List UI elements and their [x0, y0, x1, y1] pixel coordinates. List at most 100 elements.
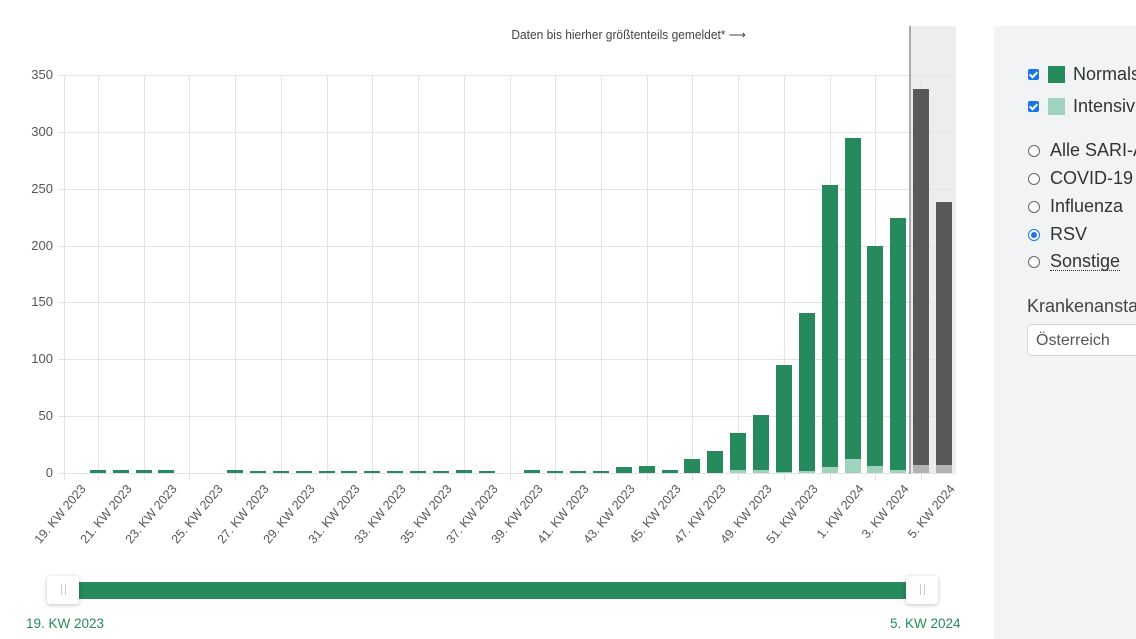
bar-segment-normalstation — [662, 469, 678, 473]
bar-44-kw-2023[interactable] — [639, 466, 655, 473]
bar-segment-intensivstation — [890, 469, 906, 473]
legend-toggle-intensivstation[interactable]: Intensiv — [1028, 96, 1135, 117]
bar-33-kw-2023[interactable] — [387, 471, 403, 473]
filter-option-covid[interactable]: COVID-19 — [1028, 168, 1133, 189]
bar-segment-normalstation — [753, 415, 769, 470]
bar-2-kw-2024[interactable] — [867, 245, 883, 473]
bar-segment-intensivstation — [936, 465, 952, 473]
bar-segment-normalstation — [936, 202, 952, 466]
bar-segment-normalstation — [90, 470, 106, 473]
bar-segment-intensivstation — [845, 459, 861, 473]
y-gridline — [58, 473, 956, 474]
filter-option-influenza[interactable]: Influenza — [1028, 196, 1123, 217]
y-tick-label: 350 — [31, 67, 53, 82]
bar-segment-normalstation — [822, 185, 838, 468]
range-end-label: 5. KW 2024 — [890, 616, 961, 631]
x-gridline — [98, 75, 99, 480]
x-gridline — [144, 75, 145, 480]
bar-segment-normalstation — [456, 469, 472, 473]
reporting-cutoff-note: Daten bis hierher größtenteils gemeldet*… — [511, 27, 746, 42]
radio-alle[interactable] — [1028, 144, 1040, 157]
y-gridline — [58, 132, 956, 133]
bar-35-kw-2023[interactable] — [433, 470, 449, 473]
bar-segment-normalstation — [319, 471, 335, 473]
bar-22-kw-2023[interactable] — [136, 470, 152, 473]
radio-influenza[interactable] — [1028, 200, 1040, 213]
bar-segment-normalstation — [890, 218, 906, 470]
x-gridline — [281, 75, 282, 480]
bar-segment-normalstation — [547, 470, 563, 473]
bar-32-kw-2023[interactable] — [364, 471, 380, 473]
bar-segment-normalstation — [684, 459, 700, 473]
x-gridline — [235, 75, 236, 480]
bar-47-kw-2023[interactable] — [707, 451, 723, 473]
bar-segment-normalstation — [639, 466, 655, 473]
bar-segment-normalstation — [776, 364, 792, 472]
bar-36-kw-2023[interactable] — [456, 469, 472, 473]
bar-28-kw-2023[interactable] — [273, 471, 289, 473]
bar-segment-normalstation — [570, 470, 586, 473]
bar-segment-intensivstation — [867, 466, 883, 473]
legend-label: Intensiv — [1073, 96, 1136, 116]
hospital-select[interactable]: Österreich — [1027, 324, 1136, 356]
bar-3-kw-2024[interactable] — [890, 218, 906, 473]
bar-39-kw-2023[interactable] — [524, 469, 540, 473]
bar-41-kw-2023[interactable] — [570, 470, 586, 473]
bar-segment-normalstation — [387, 471, 403, 473]
range-start-handle[interactable] — [47, 576, 79, 604]
bar-46-kw-2023[interactable] — [684, 459, 700, 473]
bar-5-kw-2024[interactable] — [936, 202, 952, 473]
bar-20-kw-2023[interactable] — [90, 470, 106, 473]
bar-segment-normalstation — [364, 471, 380, 473]
bar-segment-normalstation — [707, 451, 723, 473]
legend-toggle-normalstation[interactable]: Normals — [1028, 64, 1136, 85]
bar-segment-normalstation — [113, 469, 129, 473]
bar-29-kw-2023[interactable] — [296, 470, 312, 473]
bar-segment-normalstation — [341, 471, 357, 473]
filter-label: RSV — [1050, 224, 1088, 244]
bar-30-kw-2023[interactable] — [319, 471, 335, 473]
bar-40-kw-2023[interactable] — [547, 470, 563, 473]
range-end-handle[interactable] — [906, 576, 938, 604]
bar-segment-normalstation — [799, 312, 815, 471]
bar-45-kw-2023[interactable] — [662, 469, 678, 473]
bar-segment-intensivstation — [730, 469, 746, 473]
bar-37-kw-2023[interactable] — [479, 471, 495, 473]
bar-52-kw-2023[interactable] — [822, 185, 838, 473]
bar-27-kw-2023[interactable] — [250, 471, 266, 473]
hospitalization-chart: 0 50 100 150 200 250 300 350 Daten bis hierher … — [26, 26, 961, 631]
radio-rsv[interactable] — [1028, 228, 1040, 241]
filter-label: Influenza — [1050, 196, 1124, 216]
x-gridline — [418, 75, 419, 480]
checkbox-normalstation[interactable] — [1028, 69, 1039, 80]
bar-51-kw-2023[interactable] — [799, 312, 815, 473]
radio-covid[interactable] — [1028, 172, 1040, 185]
bar-segment-normalstation — [845, 137, 861, 460]
bar-42-kw-2023[interactable] — [593, 471, 609, 473]
bar-4-kw-2024[interactable] — [913, 88, 929, 473]
bar-segment-normalstation — [136, 470, 152, 473]
filter-option-sonstige[interactable]: Sonstige — [1028, 252, 1121, 271]
bar-segment-normalstation — [410, 470, 426, 473]
week-range-slider-track[interactable] — [63, 582, 922, 599]
bar-43-kw-2023[interactable] — [616, 467, 632, 473]
y-gridline — [58, 416, 956, 417]
filter-option-rsv[interactable]: RSV — [1028, 224, 1087, 245]
filter-option-alle[interactable]: Alle SARI-A — [1028, 140, 1136, 161]
bar-48-kw-2023[interactable] — [730, 433, 746, 473]
bar-23-kw-2023[interactable] — [158, 470, 174, 473]
legend-label: Normals — [1073, 64, 1136, 84]
y-tick-label: 250 — [31, 181, 53, 196]
bar-26-kw-2023[interactable] — [227, 469, 243, 473]
bar-49-kw-2023[interactable] — [753, 415, 769, 473]
bar-21-kw-2023[interactable] — [113, 469, 129, 473]
bar-34-kw-2023[interactable] — [410, 470, 426, 473]
filter-label: COVID-19 — [1050, 168, 1134, 188]
radio-sonstige[interactable] — [1028, 255, 1040, 268]
range-start-label: 19. KW 2023 — [26, 616, 105, 631]
bar-31-kw-2023[interactable] — [341, 471, 357, 473]
y-tick-label: 50 — [38, 408, 53, 423]
checkbox-intensivstation[interactable] — [1028, 101, 1039, 112]
bar-1-kw-2024[interactable] — [845, 137, 861, 473]
bar-50-kw-2023[interactable] — [776, 364, 792, 473]
